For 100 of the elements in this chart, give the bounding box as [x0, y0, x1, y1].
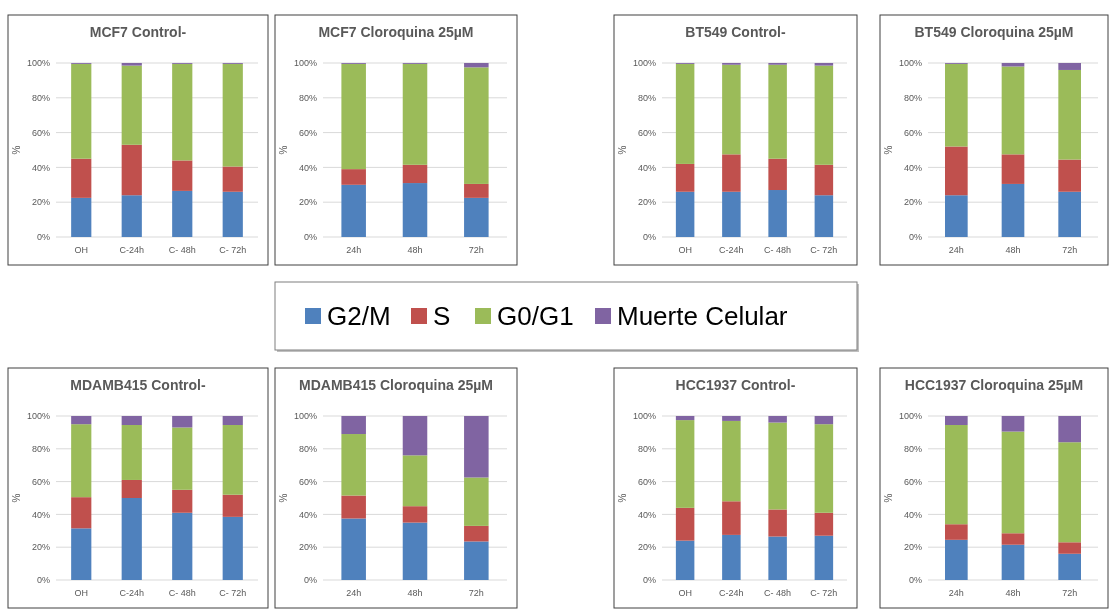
bar — [945, 195, 968, 237]
bar — [814, 512, 834, 536]
y-tick-label: 60% — [637, 476, 656, 487]
legend-label: G2/M — [327, 301, 391, 332]
bar — [121, 425, 142, 480]
bar — [675, 540, 695, 580]
bar — [768, 64, 787, 159]
bar — [402, 183, 428, 237]
bar — [722, 420, 741, 502]
bar — [464, 477, 489, 526]
x-tick-label: C-24h — [119, 588, 145, 598]
y-axis-title: % — [11, 493, 22, 503]
y-tick-label: 20% — [903, 542, 922, 553]
y-tick-label: 0% — [908, 575, 922, 586]
y-tick-label: 100% — [632, 58, 656, 69]
x-tick-label: OH — [74, 245, 88, 255]
y-axis-title: % — [617, 493, 628, 503]
x-tick-label: 72h — [1062, 588, 1078, 598]
bar — [71, 158, 92, 198]
bar — [341, 518, 366, 580]
bar — [402, 455, 428, 507]
bar — [222, 494, 243, 517]
bar — [71, 63, 92, 159]
x-tick-label: 24h — [948, 588, 964, 598]
bar — [121, 65, 142, 145]
y-tick-label: 20% — [31, 197, 50, 208]
bar — [722, 64, 741, 155]
bar — [222, 416, 243, 426]
bar — [121, 63, 142, 66]
y-tick-label: 40% — [637, 162, 656, 173]
bar — [402, 164, 428, 184]
bar — [1001, 154, 1025, 184]
bar — [1058, 159, 1081, 192]
y-tick-label: 100% — [898, 58, 922, 69]
bar — [722, 154, 741, 192]
y-tick-label: 80% — [637, 443, 656, 454]
y-tick-label: 80% — [903, 443, 922, 454]
bar — [402, 416, 428, 456]
chart-title: HCC1937 Cloroquina 25µM — [904, 377, 1084, 393]
bar — [768, 416, 787, 423]
bar — [1001, 66, 1025, 155]
bar — [71, 424, 92, 498]
y-tick-label: 20% — [298, 197, 317, 208]
bar — [464, 63, 489, 68]
bar — [71, 497, 92, 529]
bar — [1058, 553, 1081, 580]
bar — [402, 506, 428, 523]
bar — [945, 146, 968, 196]
bar — [768, 190, 787, 237]
x-tick-label: 24h — [948, 245, 964, 255]
bar — [814, 416, 834, 425]
bar — [222, 425, 243, 495]
x-tick-label: C-24h — [719, 245, 744, 255]
y-tick-label: 0% — [642, 232, 656, 243]
bar — [814, 195, 834, 237]
chart-title: BT549 Control- — [685, 24, 786, 40]
x-tick-label: C- 72h — [810, 588, 838, 598]
y-tick-label: 100% — [26, 58, 50, 69]
y-tick-label: 60% — [298, 127, 317, 138]
bar — [814, 424, 834, 513]
y-tick-label: 60% — [637, 127, 656, 138]
y-axis-title: % — [278, 145, 289, 155]
bar — [768, 509, 787, 537]
y-tick-label: 0% — [303, 575, 317, 586]
bar — [945, 524, 968, 540]
bar — [172, 489, 193, 513]
x-tick-label: OH — [678, 588, 692, 598]
bar — [1058, 416, 1081, 443]
x-tick-label: OH — [678, 245, 692, 255]
bar — [1001, 431, 1025, 534]
y-tick-label: 100% — [293, 411, 317, 422]
y-axis-title: % — [278, 493, 289, 503]
bar — [172, 512, 193, 580]
y-tick-label: 60% — [903, 476, 922, 487]
bar — [464, 183, 489, 198]
y-tick-label: 40% — [637, 509, 656, 520]
y-tick-label: 60% — [298, 476, 317, 487]
y-axis-title: % — [883, 145, 894, 155]
bar — [675, 507, 695, 541]
x-tick-label: C- 72h — [219, 588, 247, 598]
bar — [1058, 63, 1081, 70]
y-tick-label: 80% — [637, 92, 656, 103]
y-tick-label: 80% — [31, 443, 50, 454]
bar — [464, 416, 489, 478]
bar — [172, 427, 193, 490]
bar — [222, 166, 243, 192]
y-tick-label: 40% — [31, 162, 50, 173]
x-tick-label: OH — [74, 588, 88, 598]
x-tick-label: 24h — [346, 245, 362, 255]
bar — [121, 144, 142, 196]
y-tick-label: 20% — [903, 197, 922, 208]
y-tick-label: 40% — [298, 162, 317, 173]
bar — [341, 63, 366, 170]
bar — [121, 416, 142, 426]
bar — [675, 191, 695, 237]
y-tick-label: 20% — [31, 542, 50, 553]
x-tick-label: C- 72h — [810, 245, 838, 255]
bar — [675, 163, 695, 192]
y-tick-label: 0% — [303, 232, 317, 243]
y-tick-label: 40% — [903, 509, 922, 520]
